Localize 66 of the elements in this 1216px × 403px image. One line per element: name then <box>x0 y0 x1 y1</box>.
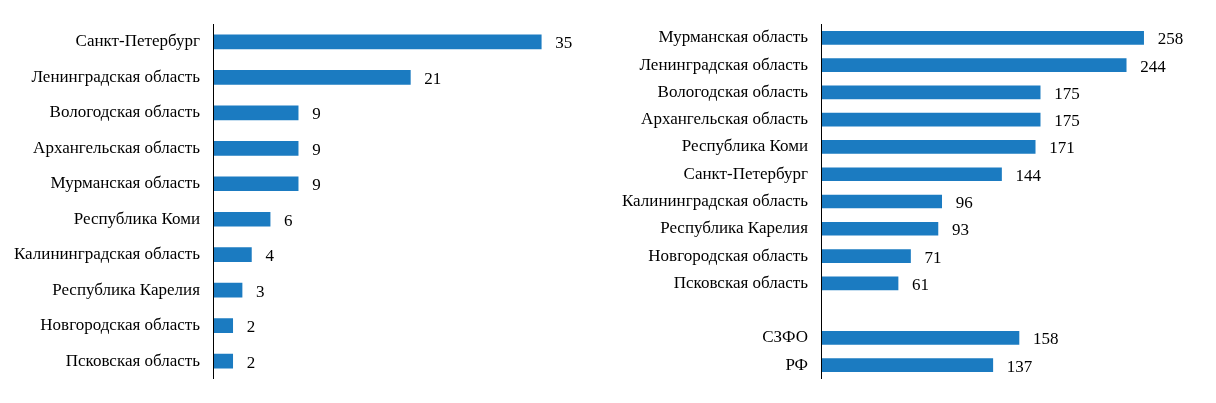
bar <box>822 58 1127 72</box>
data-label: 171 <box>1049 138 1075 158</box>
bar <box>214 140 299 156</box>
data-label: 35 <box>555 33 573 53</box>
bar <box>214 353 234 369</box>
data-label: 137 <box>1006 356 1033 376</box>
y-tick-label: Санкт-Петербург <box>683 163 809 183</box>
data-label: 2 <box>246 317 256 337</box>
data-label: 2 <box>246 352 256 372</box>
data-label: 93 <box>951 220 969 240</box>
y-tick-label: Псковская область <box>65 350 201 370</box>
bar <box>822 85 1041 100</box>
bar <box>822 358 994 372</box>
y-tick-label: Новгородская область <box>648 245 809 265</box>
bar <box>214 282 243 298</box>
y-tick-label: Псковская область <box>673 272 809 292</box>
bar <box>822 221 939 236</box>
bar <box>822 167 1002 182</box>
data-label: 71 <box>924 247 942 267</box>
bar <box>214 211 271 227</box>
y-tick-label: Калининградская область <box>14 244 201 264</box>
y-tick-label: Республика Коми <box>681 136 808 156</box>
data-label: 3 <box>256 281 265 301</box>
bar <box>822 140 1036 154</box>
data-label: 175 <box>1054 83 1080 103</box>
data-label: 244 <box>1140 56 1167 76</box>
bar <box>822 249 911 263</box>
bar <box>822 276 899 291</box>
y-tick-label: Мурманская область <box>50 173 201 193</box>
bar <box>214 318 234 333</box>
y-tick-label: Мурманская область <box>658 27 809 47</box>
y-tick-label: Вологодская область <box>49 102 201 122</box>
data-label: 96 <box>955 192 973 212</box>
y-tick-label: Республика Карелия <box>660 218 809 238</box>
y-tick-label: Ленинградская область <box>639 54 809 74</box>
bar <box>822 194 943 209</box>
y-tick-label: Калининградская область <box>622 190 809 210</box>
data-label: 158 <box>1032 329 1059 349</box>
data-label: 175 <box>1054 111 1080 131</box>
bar <box>214 105 299 121</box>
y-tick-label: Вологодская область <box>657 81 809 101</box>
data-label: 21 <box>424 68 442 88</box>
data-label: 61 <box>912 274 930 294</box>
y-tick-label: СЗФО <box>762 327 808 347</box>
data-label: 9 <box>312 104 321 124</box>
y-tick-label: Республика Коми <box>73 208 200 228</box>
data-label: 258 <box>1157 29 1184 49</box>
bar <box>822 31 1144 45</box>
y-tick-label: РФ <box>785 354 808 374</box>
y-tick-label: Архангельская область <box>641 109 809 129</box>
data-label: 144 <box>1015 165 1042 185</box>
y-tick-label: Архангельская область <box>33 137 201 157</box>
y-tick-label: Новгородская область <box>40 315 201 335</box>
data-label: 6 <box>284 210 293 230</box>
data-label: 9 <box>312 175 321 195</box>
y-tick-label: Санкт-Петербург <box>75 31 201 51</box>
bar <box>214 70 411 85</box>
data-label: 4 <box>265 246 275 266</box>
bar <box>214 247 252 263</box>
bar <box>822 331 1020 345</box>
bar <box>214 34 542 50</box>
y-tick-label: Ленинградская область <box>31 66 201 86</box>
bar <box>214 176 299 192</box>
bar <box>822 112 1041 127</box>
y-tick-label: Республика Карелия <box>52 279 201 299</box>
data-label: 9 <box>312 139 321 159</box>
